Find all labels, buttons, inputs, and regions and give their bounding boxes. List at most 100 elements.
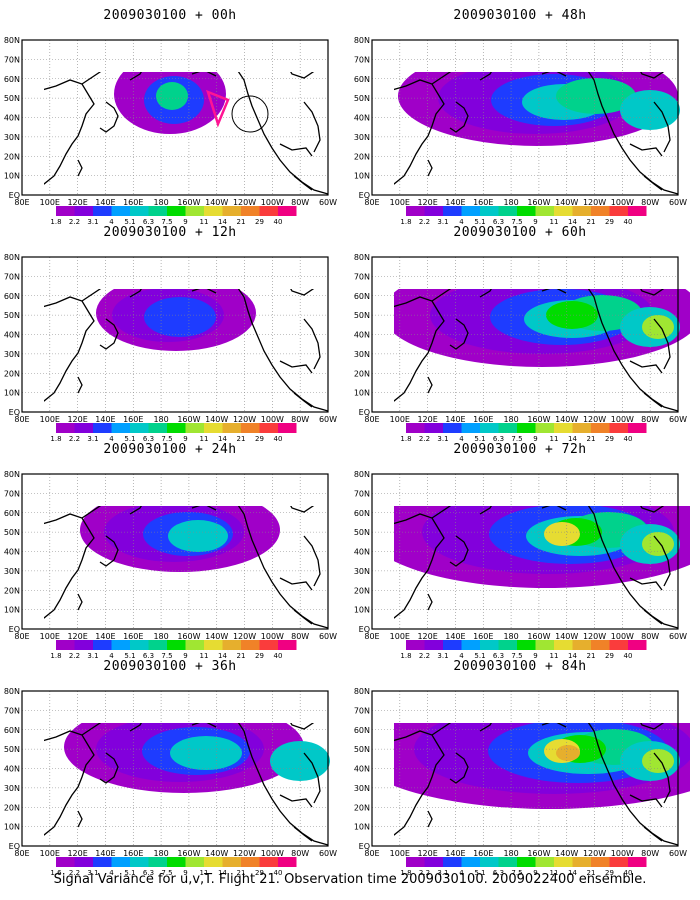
coastline [640,723,665,730]
coastline [394,79,445,185]
colorbar-label: 6.3 [143,652,154,660]
lon-tick-label: 80W [291,849,309,858]
colorbar-label: 3.1 [437,435,448,443]
lat-tick-label: 30N [354,567,370,576]
colorbar-label: 2.2 [69,218,80,226]
colorbar-swatch [148,423,167,433]
forecast-panel: 2009030100 + 36h 80N 70N 60N 50N 40N 30N 20N 10N… [0,659,340,884]
colorbar-swatch [406,640,425,650]
forecast-panel: 2009030100 + 84h 80N 70N 60N 50N 40N 30N 20N 10N… [350,659,690,884]
colorbar-swatch [93,206,112,216]
colorbar-label: 9 [533,869,537,877]
colorbar-label: 1.8 [50,652,61,660]
lon-tick-label: 80E [14,849,29,858]
coastline [303,535,321,587]
colorbar-swatch [572,857,591,867]
coastline [290,289,315,296]
colorbar-swatch [56,423,75,433]
lon-tick-label: 140W [205,849,228,858]
colorbar-label: 5.1 [474,218,485,226]
colorbar-swatch [111,857,130,867]
lat-tick-label: 50N [354,528,370,537]
colorbar-swatch [535,423,554,433]
lat-tick-label: 80N [4,36,20,45]
colorbar-swatch [572,640,591,650]
lon-tick-label: 160W [177,849,200,858]
colorbar-label: 2.2 [419,869,430,877]
forecast-panel: 2009030100 + 48h 80N 70N 60N 50N 40N 30N 20N 10N… [350,8,690,233]
variance-contour-fill [544,522,580,546]
colorbar-label: 7.5 [161,435,172,443]
colorbar-swatch [204,206,223,216]
coastline [643,609,663,625]
lon-tick-label: 100E [390,849,410,858]
colorbar-label: 9 [533,652,537,660]
lon-tick-label: 140E [445,415,465,424]
coastline [541,723,567,728]
lat-tick-label: 40N [354,114,370,123]
variance-contour-fill [642,749,674,773]
colorbar-label: 4 [109,435,114,443]
lon-tick-label: 140E [95,849,115,858]
forecast-panel: 2009030100 + 00h 80N 70N 60N 50N 40N 30N 20N 10N… [0,8,340,233]
colorbar-label: 21 [587,869,596,877]
lon-tick-label: 100W [261,415,284,424]
colorbar-swatch [93,423,112,433]
colorbar-label: 7.5 [511,652,522,660]
lon-tick-label: 100E [40,198,60,207]
coastline [293,175,313,191]
colorbar-label: 29 [605,869,614,877]
lon-tick-label: 180 [503,198,518,207]
lon-tick-label: 100E [390,632,410,641]
colorbar-label: 21 [237,652,246,660]
colorbar-swatch [259,423,278,433]
colorbar-swatch [259,640,278,650]
lat-tick-label: 10N [354,823,370,832]
lat-tick-label: EQ [359,625,370,634]
colorbar-swatch [185,640,204,650]
coastline [640,72,665,79]
panel-title: 2009030100 + 12h [103,225,237,240]
colorbar-swatch [222,206,241,216]
colorbar-swatch [591,640,610,650]
lon-tick-label: 80W [291,415,309,424]
colorbar-label: 14 [568,435,577,443]
colorbar-swatch [554,206,573,216]
colorbar-swatch [424,857,443,867]
lon-tick-label: 140W [555,849,578,858]
lat-tick-label: 70N [354,272,370,281]
lat-tick-label: 80N [354,687,370,696]
colorbar-swatch [535,857,554,867]
lon-tick-label: 140E [445,632,465,641]
lon-tick-label: 140E [95,632,115,641]
colorbar-label: 4 [109,869,114,877]
colorbar-swatch [424,640,443,650]
colorbar-swatch [222,423,241,433]
colorbar-swatch [93,857,112,867]
colorbar-swatch [130,857,149,867]
colorbar-label: 1.8 [400,218,411,226]
colorbar-swatch [130,423,149,433]
lon-tick-label: 100W [261,849,284,858]
lon-tick-label: 160W [527,415,550,424]
lat-tick-label: 20N [354,803,370,812]
colorbar-label: 6.3 [143,218,154,226]
colorbar-swatch [498,423,517,433]
lon-tick-label: 60W [669,632,687,641]
lat-tick-label: 70N [354,489,370,498]
lon-tick-label: 80W [291,632,309,641]
lon-tick-label: 80E [14,415,29,424]
coastline [279,143,313,157]
colorbar-label: 11 [550,218,559,226]
colorbar-label: 14 [568,652,577,660]
lon-tick-label: 140W [555,198,578,207]
colorbar-swatch [443,857,462,867]
lon-tick-label: 80W [641,849,659,858]
colorbar-swatch [278,206,297,216]
colorbar-swatch [517,423,536,433]
variance-contour-fill [556,745,580,761]
lon-tick-label: 100E [40,632,60,641]
lat-tick-label: 80N [4,253,20,262]
